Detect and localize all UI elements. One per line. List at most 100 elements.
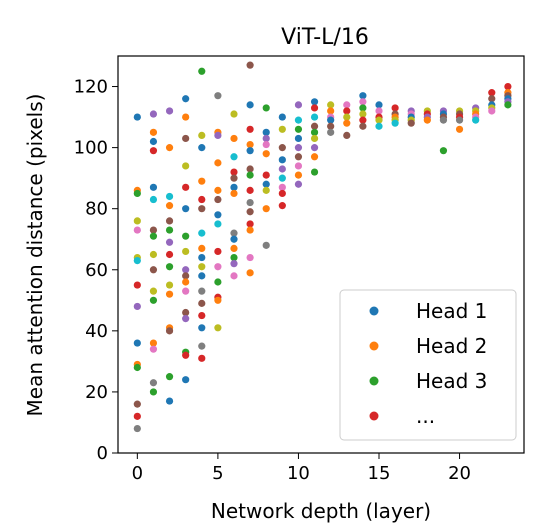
data-point (262, 150, 270, 158)
data-point (230, 174, 238, 182)
data-point (198, 354, 206, 362)
data-point (327, 116, 335, 124)
data-point (133, 113, 141, 121)
data-point (278, 189, 286, 198)
data-point (327, 122, 335, 130)
data-point (165, 217, 174, 225)
data-point (133, 363, 141, 372)
data-point (262, 128, 270, 136)
data-point (149, 266, 158, 274)
data-point (182, 272, 190, 280)
data-point (133, 400, 141, 408)
data-point (214, 220, 222, 228)
data-point (310, 98, 319, 106)
legend-marker (369, 411, 379, 421)
data-point (182, 162, 190, 170)
data-point (504, 82, 512, 91)
data-point (246, 140, 254, 149)
data-point (165, 192, 174, 201)
data-point (359, 92, 367, 100)
data-point (198, 311, 206, 320)
data-point (246, 226, 254, 234)
data-point (278, 183, 286, 191)
data-point (165, 226, 174, 234)
y-axis-ticks: 0 20 40 60 80 100 120 (74, 77, 118, 464)
data-point (294, 116, 303, 124)
chart-title: ViT-L/16 (281, 25, 369, 50)
legend-marker (369, 341, 379, 351)
legend-label: ... (416, 404, 435, 428)
data-point (230, 235, 238, 243)
data-point (343, 131, 351, 139)
data-point (407, 119, 415, 127)
data-point (230, 189, 238, 198)
data-point (133, 339, 141, 347)
y-tick-label: 40 (85, 321, 108, 342)
data-point (310, 168, 319, 176)
data-point (198, 287, 206, 295)
data-point (294, 162, 303, 170)
plot-frame (117, 55, 525, 454)
legend-label: Head 3 (416, 369, 487, 393)
data-point (133, 281, 141, 289)
y-tick-label: 80 (85, 199, 108, 220)
data-point (198, 144, 206, 152)
data-point (423, 116, 431, 124)
data-point (198, 253, 206, 262)
data-point (198, 131, 206, 139)
data-point (214, 159, 222, 167)
data-point (359, 122, 367, 130)
data-point (246, 165, 254, 173)
data-point (262, 134, 270, 143)
data-point (198, 205, 206, 213)
data-point (278, 165, 286, 173)
data-point (310, 128, 319, 136)
data-point (182, 183, 190, 191)
data-point (149, 250, 158, 259)
data-point (230, 229, 238, 237)
y-axis-label: Mean attention distance (pixels) (23, 94, 47, 417)
data-point (214, 278, 222, 286)
scatter-points (133, 61, 512, 433)
data-point (488, 95, 496, 103)
data-point (149, 339, 158, 347)
data-point (198, 272, 206, 280)
data-point (262, 140, 270, 149)
data-point (294, 171, 303, 179)
data-point (327, 101, 335, 109)
data-point (246, 61, 254, 69)
data-point (327, 128, 335, 136)
legend-marker (369, 306, 379, 316)
data-point (165, 290, 174, 298)
data-point (359, 116, 367, 124)
data-point (214, 263, 222, 271)
data-point (327, 107, 335, 115)
data-point (198, 299, 206, 307)
y-tick-label: 100 (74, 138, 108, 159)
data-point (149, 226, 158, 234)
data-point (182, 308, 190, 317)
data-point (165, 373, 174, 381)
data-point (262, 104, 270, 112)
data-point (488, 89, 496, 97)
data-point (262, 180, 270, 188)
data-point (165, 238, 174, 246)
data-point (214, 211, 222, 219)
legend-marker (369, 376, 379, 386)
data-point (214, 92, 222, 100)
data-point (214, 324, 222, 332)
data-point (343, 101, 351, 109)
data-point (165, 263, 174, 271)
data-point (214, 186, 222, 194)
data-point (182, 376, 190, 384)
x-tick-label: 20 (448, 463, 471, 484)
data-point (149, 232, 158, 240)
data-point (375, 122, 383, 130)
data-point (165, 281, 174, 289)
data-point (214, 131, 222, 139)
data-point (149, 388, 158, 396)
data-point (262, 171, 270, 179)
y-tick-label: 60 (85, 260, 108, 281)
data-point (230, 253, 238, 262)
